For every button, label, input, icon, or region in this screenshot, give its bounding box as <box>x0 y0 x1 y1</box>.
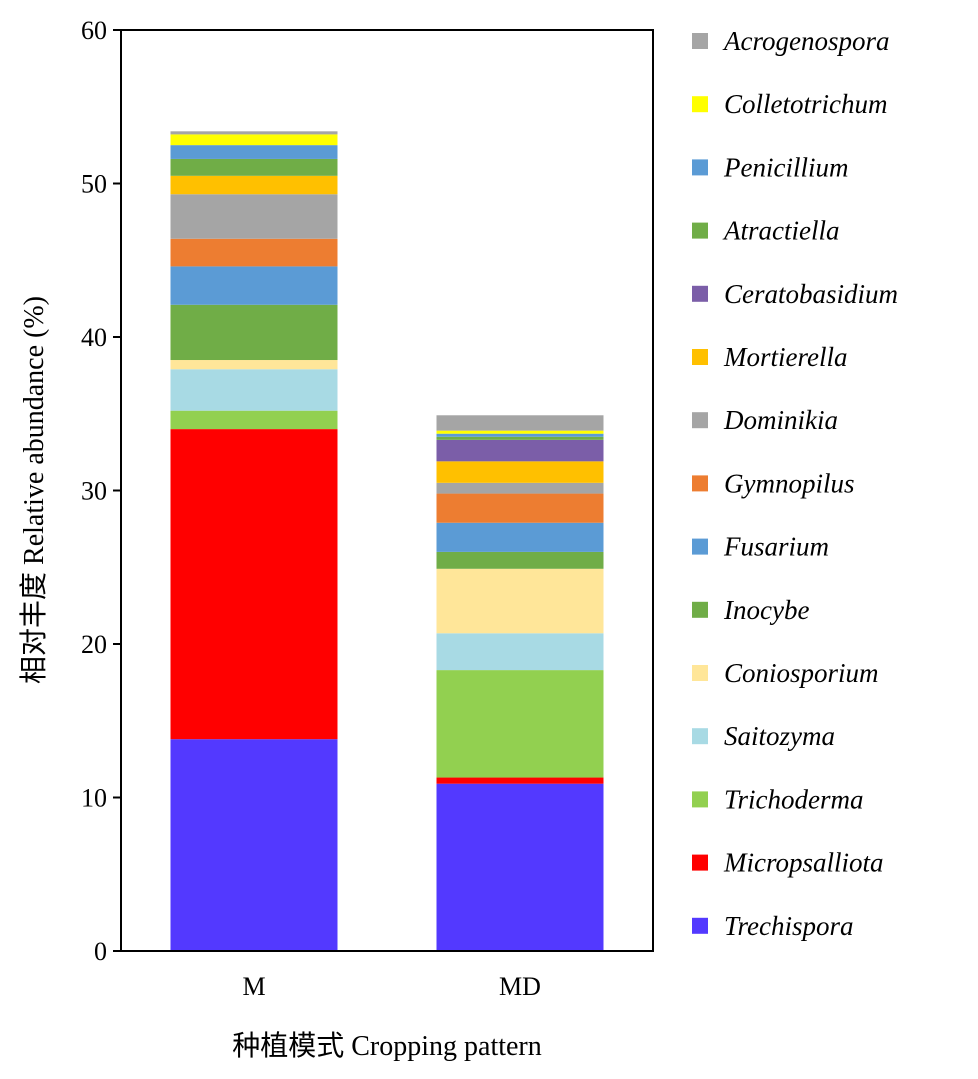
bar-segment-m-mortierella <box>170 175 338 195</box>
legend-label-penicillium: Penicillium <box>723 152 848 182</box>
legend-swatch-gymnopilus <box>692 475 708 492</box>
bar-segment-m-trichoderma <box>170 410 338 430</box>
bar-segment-md-dominikia <box>436 482 604 494</box>
legend-label-inocybe: Inocybe <box>723 595 809 625</box>
y-tick-label: 60 <box>81 16 107 45</box>
x-axis: M MD <box>242 972 541 1001</box>
bar-segment-m-coniosporium <box>170 360 338 370</box>
legend-swatch-mortierella <box>692 349 708 365</box>
legend-label-acrogenospora: Acrogenospora <box>722 26 889 56</box>
legend-label-dominikia: Dominikia <box>723 405 838 435</box>
x-axis-title: 种植模式 Cropping pattern <box>232 1030 542 1062</box>
x-tick-label: MD <box>499 972 541 1001</box>
bar-segment-md-trechispora <box>436 783 604 951</box>
bar-segment-md-mortierella <box>436 461 604 483</box>
y-tick-label: 0 <box>94 937 107 966</box>
y-tick-label: 10 <box>81 784 107 813</box>
legend-label-micropsalliota: Micropsalliota <box>723 848 884 878</box>
x-tick-label: M <box>242 972 265 1001</box>
bar-segment-md-inocybe <box>436 551 604 569</box>
legend-label-mortierella: Mortierella <box>723 342 847 372</box>
bar-segment-m-micropsalliota <box>170 429 338 740</box>
bar-segment-m-trechispora <box>170 739 338 951</box>
legend-label-saitozyma: Saitozyma <box>724 721 835 751</box>
bar-segment-m-saitozyma <box>170 369 338 411</box>
bar-segment-m-colletotrichum <box>170 134 338 146</box>
bars-group <box>170 131 604 951</box>
legend-label-trichoderma: Trichoderma <box>724 784 864 814</box>
bar-segment-md-saitozyma <box>436 633 604 671</box>
legend-label-fusarium: Fusarium <box>723 532 829 562</box>
legend-swatch-atractiella <box>692 222 708 239</box>
y-tick-label: 40 <box>81 323 107 352</box>
bar-segment-md-micropsalliota <box>436 777 604 784</box>
legend-label-colletotrichum: Colletotrichum <box>724 89 888 119</box>
bar-segment-md-atractiella <box>436 436 604 440</box>
y-tick-label: 20 <box>81 630 107 659</box>
bar-segment-md-penicillium <box>436 433 604 437</box>
legend-label-ceratobasidium: Ceratobasidium <box>724 279 898 309</box>
bar-segment-md-colletotrichum <box>436 430 604 434</box>
bar-segment-m-fusarium <box>170 266 338 305</box>
legend: Acrogenospora Colletotrichum Penicillium At… <box>692 26 898 941</box>
legend-swatch-inocybe <box>692 601 708 618</box>
bar-segment-m-inocybe <box>170 304 338 361</box>
legend-label-trechispora: Trechispora <box>724 911 854 941</box>
legend-swatch-penicillium <box>692 159 708 176</box>
y-axis: 0 10 20 30 40 50 60 <box>81 16 121 966</box>
bar-segment-m-atractiella <box>170 158 338 176</box>
legend-swatch-trechispora <box>692 917 708 934</box>
bar-segment-m-penicillium <box>170 145 338 159</box>
y-tick-label: 30 <box>81 477 107 506</box>
legend-swatch-saitozyma <box>692 728 708 745</box>
legend-swatch-colletotrichum <box>692 96 708 113</box>
legend-swatch-ceratobasidium <box>692 285 708 302</box>
legend-swatch-trichoderma <box>692 791 708 808</box>
y-axis-title: 相对丰度 Relative abundance (%) <box>18 296 50 684</box>
bar-segment-md-acrogenospora <box>436 415 604 431</box>
legend-swatch-coniosporium <box>692 665 708 681</box>
legend-swatch-micropsalliota <box>692 854 708 871</box>
bar-segment-md-coniosporium <box>436 568 604 634</box>
legend-swatch-dominikia <box>692 412 708 429</box>
legend-label-atractiella: Atractiella <box>722 216 839 246</box>
bar-segment-md-trichoderma <box>436 670 604 778</box>
legend-swatch-fusarium <box>692 538 708 555</box>
y-tick-label: 50 <box>81 170 107 199</box>
legend-swatch-acrogenospora <box>692 33 708 49</box>
bar-segment-md-fusarium <box>436 522 604 552</box>
bar-segment-md-ceratobasidium <box>436 439 604 462</box>
legend-label-coniosporium: Coniosporium <box>724 658 879 688</box>
bar-segment-m-dominikia <box>170 194 338 239</box>
bar-segment-m-gymnopilus <box>170 238 338 267</box>
bar-segment-m-acrogenospora <box>170 131 338 135</box>
legend-label-gymnopilus: Gymnopilus <box>724 468 855 498</box>
bar-segment-md-gymnopilus <box>436 493 604 523</box>
